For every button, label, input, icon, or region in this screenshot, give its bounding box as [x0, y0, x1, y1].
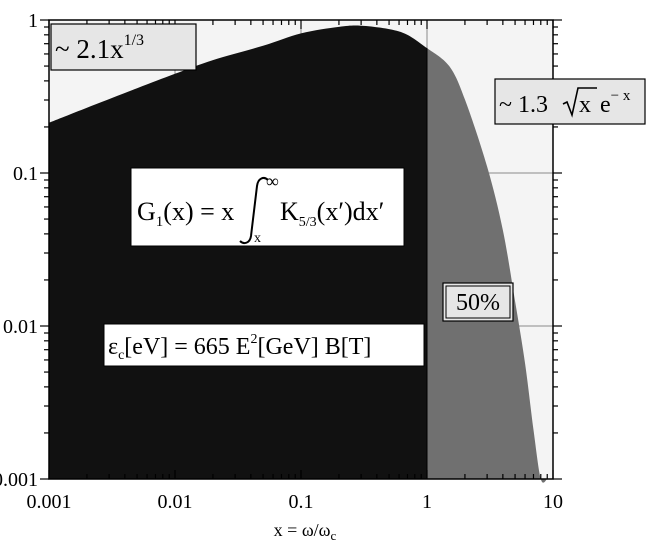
formula-g-subscript: 1 — [156, 214, 164, 230]
annotation-percent-text: 50% — [456, 290, 500, 316]
x-axis-title-sub: c — [331, 528, 337, 543]
tick-marks — [40, 19, 562, 480]
sqrt-sign — [562, 87, 597, 118]
annotation-high-x-exponent: − x — [611, 88, 631, 104]
x-tick-label: 0.01 — [158, 491, 193, 513]
critical-exponent: 2 — [250, 332, 257, 347]
annotation-low-x-asymptote: ~ 2.1x1/3 — [50, 23, 197, 71]
critical-part-2: [GeV] B[T] — [257, 334, 371, 360]
annotation-box — [103, 323, 425, 367]
x-axis-title: x = ω/ωc — [274, 520, 337, 543]
svg-text:εc[eV] = 665 E2[GeV] B[T]: εc[eV] = 665 E2[GeV] B[T] — [108, 332, 371, 363]
integral-upper-limit: ∞ — [266, 171, 279, 191]
x-tick-label: 0.001 — [27, 491, 72, 513]
annotation-high-x-e: e — [600, 92, 611, 118]
critical-eps-subscript: c — [118, 348, 124, 363]
integral-sign — [239, 177, 269, 245]
x-axis-title-main: x = ω/ω — [274, 520, 331, 540]
x-tick-label: 10 — [543, 491, 563, 513]
annotation-box — [494, 78, 646, 125]
y-tick-label: 0.001 — [0, 469, 38, 491]
annotation-box — [442, 282, 514, 322]
annotation-high-x-prefix: ~ 1.3 — [499, 92, 548, 118]
area-series-above-critical — [427, 48, 548, 483]
formula-k: K — [280, 197, 299, 226]
integral-lower-limit: x — [254, 231, 261, 246]
annotation-low-x-prefix: ~ 2.1x — [55, 34, 124, 64]
formula-k-subscript: 5/3 — [299, 215, 317, 230]
critical-part-1: [eV] = 665 E — [124, 334, 250, 360]
y-tick-label: 1 — [28, 10, 38, 32]
svg-text:e− x: e− x — [600, 88, 631, 118]
annotation-box — [130, 167, 405, 247]
x-tick-label: 0.1 — [289, 491, 314, 513]
y-tick-label: 0.1 — [13, 163, 38, 185]
formula-g: G — [137, 197, 156, 226]
annotation-box — [50, 23, 197, 71]
y-tick-label: 0.01 — [3, 316, 38, 338]
x-tick-label: 1 — [422, 491, 432, 513]
annotation-high-x-asymptote: ~ 1.3 x e− x — [494, 78, 646, 125]
x-tick-labels: 0.001 0.01 0.1 1 10 — [27, 491, 564, 513]
svg-text:G1(x) = x: G1(x) = x — [137, 197, 234, 230]
annotation-high-x-radicand: x — [579, 92, 591, 118]
svg-text:~ 2.1x1/3: ~ 2.1x1/3 — [55, 32, 144, 64]
critical-eps: ε — [108, 334, 118, 360]
annotation-percent: 50% — [442, 282, 514, 322]
annotation-critical-energy: εc[eV] = 665 E2[GeV] B[T] — [103, 323, 425, 367]
annotation-formula: G1(x) = x ∞ x K5/3(x′)dx′ — [130, 167, 405, 247]
annotation-box-inner — [445, 285, 511, 319]
svg-text:K5/3(x′)dx′: K5/3(x′)dx′ — [280, 197, 384, 230]
annotation-low-x-exponent: 1/3 — [124, 32, 144, 49]
y-tick-labels: 1 0.1 0.01 0.001 — [0, 10, 38, 491]
formula-lhs: (x) = x — [163, 197, 234, 226]
formula-rest: (x′)dx′ — [317, 197, 385, 226]
